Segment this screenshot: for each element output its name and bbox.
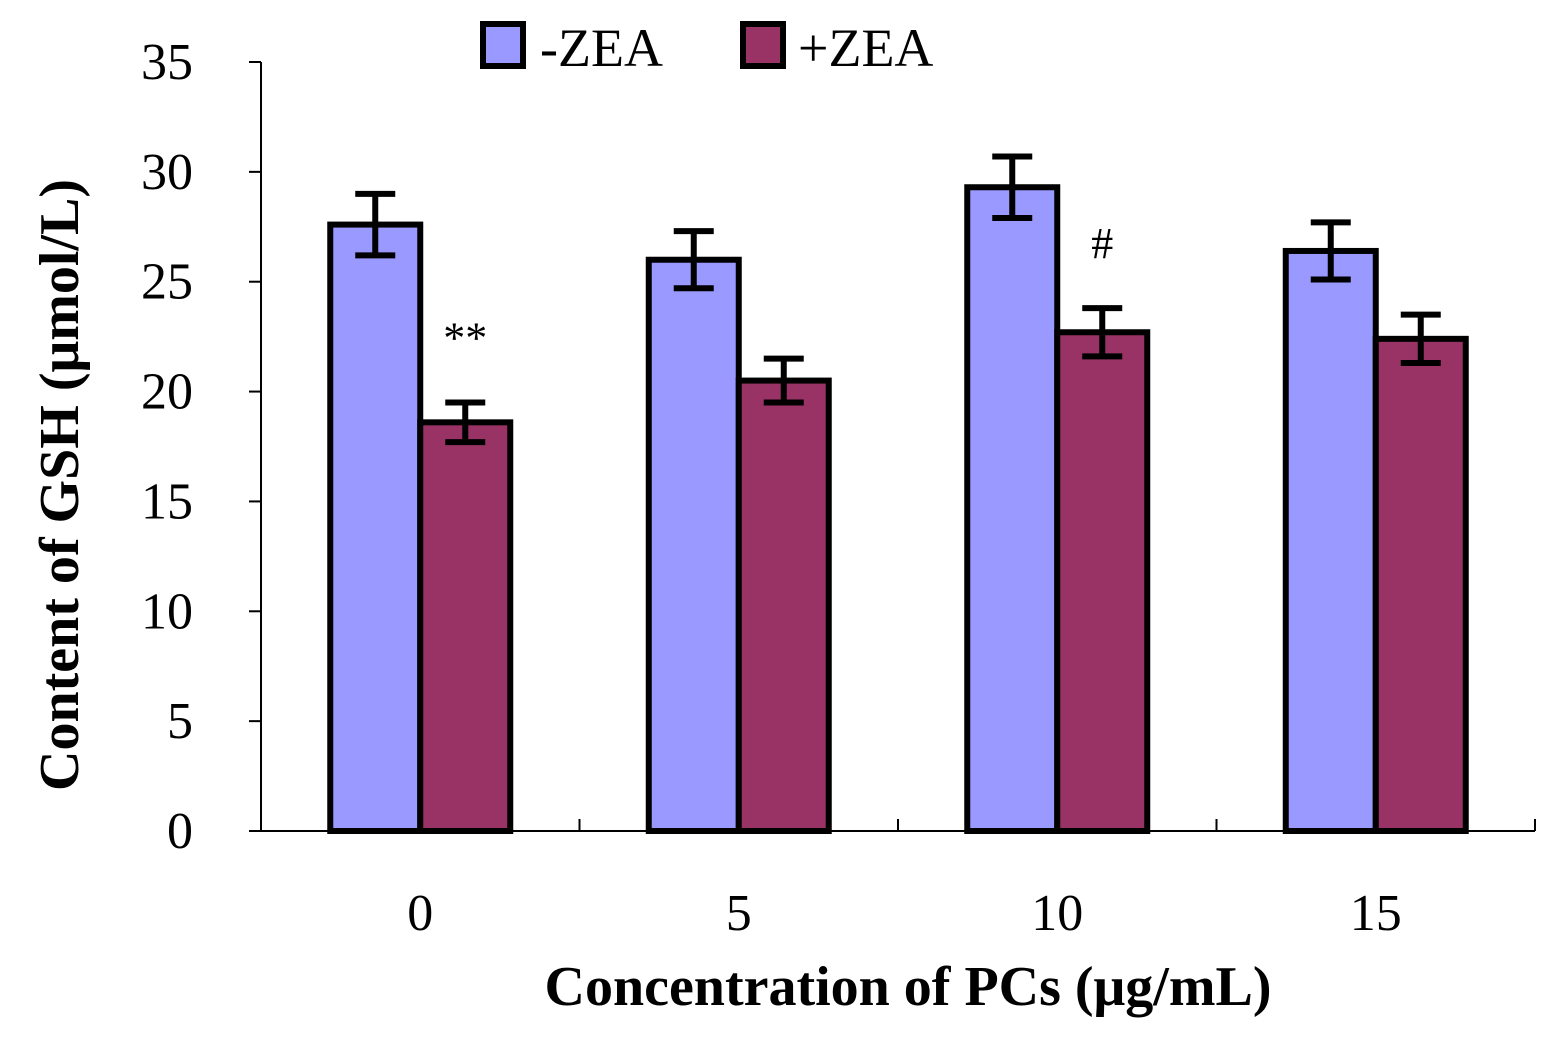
error-bars-layer bbox=[355, 153, 1441, 446]
legend-swatch bbox=[740, 21, 786, 69]
error-bar-ZEA-10 bbox=[992, 153, 1033, 221]
legend-label: +ZEA bbox=[798, 18, 933, 78]
y-tick-label: 5 bbox=[167, 693, 193, 750]
error-bar-ZEA-15 bbox=[1400, 311, 1441, 367]
significance-marker: ** bbox=[443, 314, 487, 363]
error-bar-ZEA-0 bbox=[445, 399, 486, 446]
x-tick-label: 15 bbox=[1350, 885, 1402, 942]
y-tick-label: 15 bbox=[141, 473, 193, 530]
text-layer: 0 5 10 15 20 25 30 35 0 5 10 15 Concentration of PCs… bbox=[29, 34, 1402, 1018]
bars-layer bbox=[327, 184, 1469, 835]
bar-ZEA-15 bbox=[1282, 247, 1379, 834]
bar-ZEA-15 bbox=[1372, 335, 1469, 834]
x-tick-label: 10 bbox=[1031, 885, 1083, 942]
legend-label: -ZEA bbox=[540, 18, 663, 78]
y-tick-label: 0 bbox=[167, 803, 193, 860]
axes-layer bbox=[249, 61, 1536, 832]
error-bar-ZEA-5 bbox=[673, 228, 714, 292]
bar-ZEA-10 bbox=[1054, 329, 1151, 834]
legend: -ZEA +ZEA bbox=[480, 18, 933, 78]
x-tick-label: 0 bbox=[407, 885, 433, 942]
significance-marker: # bbox=[1091, 219, 1113, 268]
error-bar-ZEA-10 bbox=[1082, 305, 1123, 360]
x-tick-label: 5 bbox=[726, 885, 752, 942]
y-tick-label: 20 bbox=[141, 364, 193, 421]
y-axis-title: Content of GSH (μmol/L) bbox=[29, 179, 91, 791]
bar-ZEA-10 bbox=[964, 184, 1061, 835]
bar-ZEA-5 bbox=[645, 256, 742, 834]
error-bar-ZEA-0 bbox=[355, 190, 396, 259]
bar-ZEA-0 bbox=[327, 221, 424, 835]
y-tick-label: 35 bbox=[141, 34, 193, 91]
error-bar-ZEA-15 bbox=[1310, 219, 1351, 283]
bar-ZEA-0 bbox=[417, 419, 514, 834]
y-tick-label: 10 bbox=[141, 583, 193, 640]
x-axis-title: Concentration of PCs (μg/mL) bbox=[545, 956, 1272, 1018]
y-tick-label: 25 bbox=[141, 254, 193, 311]
bar-ZEA-5 bbox=[735, 377, 832, 834]
error-bar-ZEA-5 bbox=[763, 355, 804, 406]
y-tick-label: 30 bbox=[141, 144, 193, 201]
legend-swatch bbox=[480, 21, 526, 69]
